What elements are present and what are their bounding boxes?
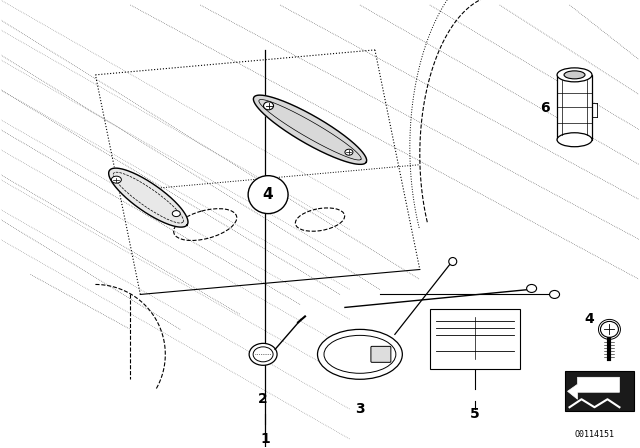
Text: 3: 3 — [355, 402, 365, 416]
Ellipse shape — [264, 102, 273, 110]
Ellipse shape — [557, 68, 592, 82]
Text: 1: 1 — [260, 432, 270, 446]
Polygon shape — [109, 168, 188, 227]
Polygon shape — [253, 95, 367, 164]
Text: O0114151: O0114151 — [575, 430, 614, 439]
Ellipse shape — [557, 133, 592, 147]
Text: 4: 4 — [584, 312, 595, 327]
Ellipse shape — [317, 329, 403, 379]
Text: 4: 4 — [263, 187, 273, 202]
Ellipse shape — [345, 149, 353, 155]
Bar — [557, 75, 592, 140]
Ellipse shape — [249, 343, 277, 365]
Polygon shape — [568, 377, 620, 399]
Ellipse shape — [527, 284, 536, 293]
Ellipse shape — [172, 211, 180, 216]
FancyBboxPatch shape — [371, 346, 391, 362]
Bar — [564, 371, 634, 411]
Ellipse shape — [449, 258, 457, 266]
Text: 5: 5 — [470, 407, 479, 421]
Ellipse shape — [564, 71, 585, 79]
Ellipse shape — [600, 321, 618, 337]
Ellipse shape — [550, 290, 559, 298]
Bar — [430, 310, 520, 369]
Text: 2: 2 — [258, 392, 268, 406]
Text: 6: 6 — [540, 101, 549, 115]
Ellipse shape — [248, 176, 288, 214]
Ellipse shape — [111, 176, 122, 183]
